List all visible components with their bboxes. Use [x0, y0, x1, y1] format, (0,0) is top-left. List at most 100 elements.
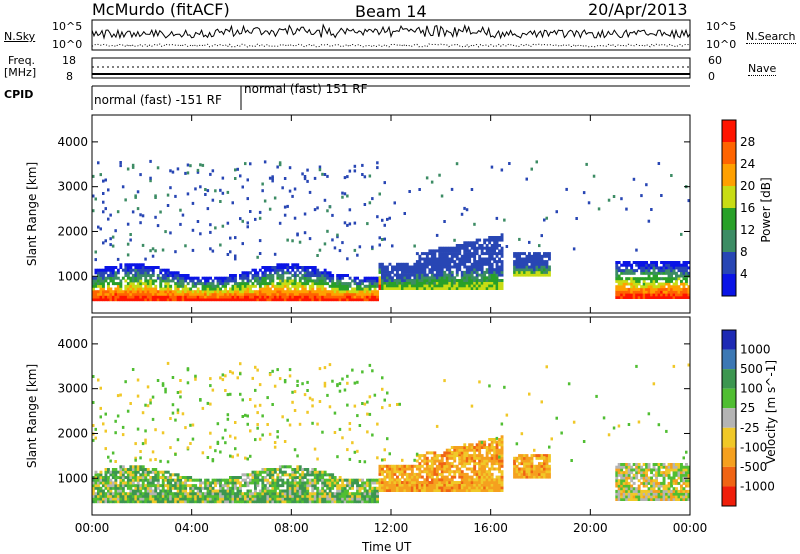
echo-cell	[470, 254, 474, 258]
echo-cell	[630, 266, 634, 270]
echo-cell	[495, 467, 499, 471]
echo-cell	[241, 279, 245, 283]
scatter-cell	[336, 233, 339, 237]
echo-cell	[156, 478, 160, 482]
echo-cell	[129, 500, 133, 504]
echo-cell	[363, 287, 367, 291]
echo-cell	[630, 290, 634, 294]
scatter-cell	[209, 223, 212, 227]
echo-cell	[632, 277, 636, 281]
echo-cell	[234, 494, 237, 498]
echo-cell	[328, 478, 332, 482]
echo-cell	[500, 462, 504, 466]
echo-cell	[463, 456, 467, 460]
echo-cell	[343, 284, 347, 288]
scatter-cell	[353, 169, 357, 173]
scatter-cell	[408, 190, 411, 193]
echo-cell	[311, 282, 315, 286]
echo-cell	[303, 274, 307, 277]
echo-cell	[530, 265, 534, 269]
echo-cell	[336, 287, 340, 291]
echo-cell	[121, 500, 125, 504]
echo-cell	[109, 295, 113, 299]
echo-cell	[488, 270, 492, 274]
echo-cell	[174, 274, 178, 277]
echo-cell	[278, 494, 282, 498]
echo-cell	[169, 489, 173, 493]
echo-cell	[368, 500, 372, 504]
echo-cell	[540, 265, 544, 269]
echo-cell	[348, 292, 352, 296]
echo-cell	[687, 285, 691, 289]
echo-cell	[415, 276, 419, 280]
echo-cell	[154, 295, 158, 299]
echo-cell	[109, 290, 113, 294]
echo-cell	[448, 252, 452, 256]
echo-cell	[333, 298, 337, 302]
echo-cell	[109, 268, 113, 272]
echo-cell	[241, 295, 245, 299]
echo-cell	[176, 476, 180, 479]
echo-cell	[249, 500, 252, 504]
scatter-cell	[366, 400, 369, 404]
echo-cell	[423, 462, 427, 466]
echo-cell	[318, 279, 322, 283]
echo-cell	[433, 279, 437, 282]
echo-cell	[281, 481, 285, 485]
echo-cell	[453, 464, 457, 468]
echo-cell	[478, 246, 482, 250]
scatter-cell	[450, 450, 454, 454]
echo-cell	[341, 284, 345, 288]
scatter-cell	[301, 172, 304, 176]
echo-cell	[119, 481, 123, 485]
echo-cell	[144, 290, 148, 294]
scatter-cell	[114, 431, 117, 435]
echo-cell	[642, 282, 646, 286]
echo-cell	[129, 263, 133, 267]
scatter-cell	[261, 189, 264, 193]
echo-cell	[485, 486, 489, 490]
scatter-cell	[520, 432, 524, 436]
echo-cell	[353, 290, 357, 294]
echo-cell	[420, 483, 424, 487]
echo-cell	[298, 481, 302, 485]
echo-cell	[391, 287, 394, 290]
echo-cell	[440, 265, 444, 269]
echo-cell	[107, 484, 110, 488]
echo-cell	[333, 292, 337, 296]
echo-cell	[620, 495, 624, 499]
scatter-cell	[388, 452, 391, 456]
echo-cell	[318, 284, 322, 288]
echo-cell	[625, 296, 629, 299]
echo-cell	[97, 284, 100, 288]
echo-cell	[291, 468, 295, 471]
scatter-cell	[388, 216, 391, 220]
scatter-cell	[154, 215, 157, 219]
echo-cell	[346, 489, 349, 493]
echo-cell	[313, 476, 317, 479]
echo-cell	[455, 489, 459, 492]
echo-cell	[533, 260, 536, 264]
echo-cell	[515, 257, 519, 261]
echo-cell	[249, 298, 252, 302]
echo-cell	[313, 497, 317, 501]
echo-cell	[460, 446, 464, 449]
echo-cell	[268, 274, 272, 277]
echo-cell	[410, 489, 414, 492]
echo-cell	[682, 290, 686, 294]
echo-cell	[316, 486, 320, 490]
scatter-cell	[555, 210, 558, 214]
echo-cell	[627, 484, 631, 488]
echo-cell	[176, 500, 180, 504]
echo-cell	[622, 495, 626, 499]
echo-cell	[343, 494, 347, 498]
echo-cell	[430, 279, 434, 282]
scatter-cell	[184, 171, 187, 175]
echo-cell	[111, 268, 115, 272]
echo-cell	[296, 497, 300, 501]
scatter-cell	[336, 235, 339, 239]
echo-cell	[495, 252, 499, 256]
echo-cell	[625, 487, 629, 491]
scatter-cell	[186, 446, 190, 450]
echo-cell	[637, 279, 641, 283]
